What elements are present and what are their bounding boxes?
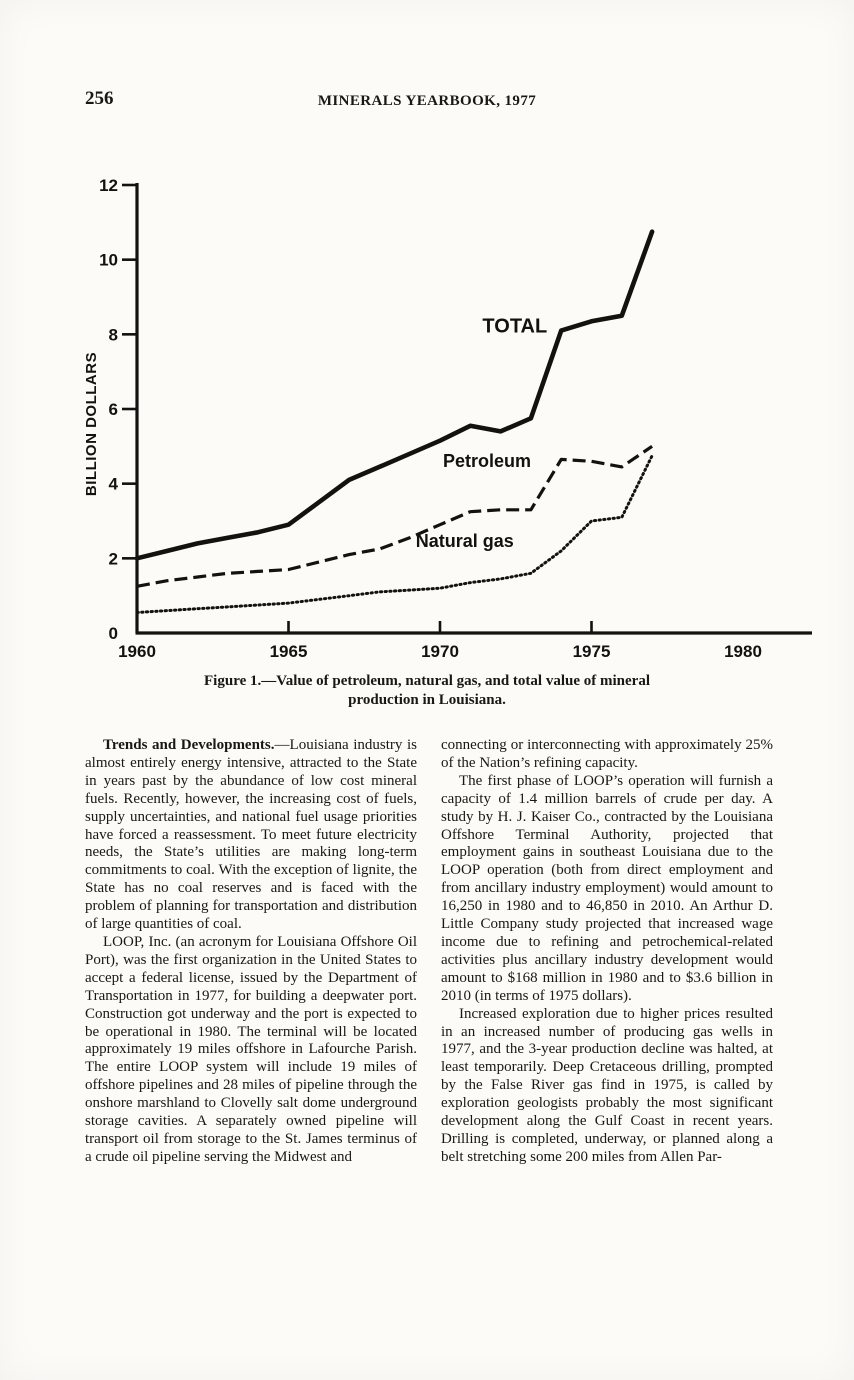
paragraph-trends: Trends and Developments.—Louisiana indus… bbox=[85, 737, 417, 934]
series-line-petroleum bbox=[136, 444, 653, 588]
paragraph-continuation: connecting or interconnecting with appro… bbox=[441, 737, 773, 771]
right-column: connecting or interconnecting with appro… bbox=[441, 737, 773, 1167]
body-text: Trends and Developments.—Louisiana indus… bbox=[85, 737, 773, 1167]
page-number: 256 bbox=[85, 88, 114, 109]
series-line-natural-gas bbox=[135, 454, 654, 614]
figure-caption-line-1: Figure 1.—Value of petroleum, natural ga… bbox=[204, 673, 650, 689]
series-label: Petroleum bbox=[443, 451, 531, 471]
x-tick-label: 1970 bbox=[421, 642, 459, 661]
y-tick-label: 12 bbox=[99, 176, 118, 195]
x-tick-label: 1980 bbox=[724, 642, 762, 661]
y-tick-label: 10 bbox=[99, 251, 118, 270]
y-tick-label: 0 bbox=[109, 624, 118, 643]
figure-caption-line-2: production in Louisiana. bbox=[348, 691, 506, 708]
figure-1-chart: 0 2 4 6 8 10 12 1960 1965 1970 1975 1980 BILLION DOL… bbox=[70, 160, 840, 680]
x-tick-label: 1975 bbox=[573, 642, 611, 661]
paragraph-first-phase: The first phase of LOOP’s operation will… bbox=[441, 772, 773, 1004]
x-tick-label: 1965 bbox=[270, 642, 308, 661]
y-axis-title: BILLION DOLLARS bbox=[83, 352, 100, 496]
paragraph-loop: LOOP, Inc. (an acronym for Louisiana Off… bbox=[85, 933, 417, 1165]
paragraph-exploration: Increased exploration due to higher pric… bbox=[441, 1005, 773, 1165]
series-label: Natural gas bbox=[416, 531, 514, 551]
series-line-total bbox=[134, 229, 655, 561]
paragraph-text: —Louisiana industry is almost entirely e… bbox=[85, 737, 417, 933]
left-column: Trends and Developments.—Louisiana indus… bbox=[85, 737, 417, 1167]
figure-caption: Figure 1.—Value of petroleum, natural ga… bbox=[0, 672, 854, 709]
x-tick-label: 1960 bbox=[118, 642, 156, 661]
y-tick-label: 8 bbox=[109, 325, 118, 344]
y-tick-label: 6 bbox=[109, 400, 118, 419]
y-tick-label: 4 bbox=[109, 475, 119, 494]
y-tick-label: 2 bbox=[109, 549, 118, 568]
paragraph-lead: Trends and Developments. bbox=[103, 737, 275, 753]
series-label: TOTAL bbox=[482, 315, 547, 337]
running-title: MINERALS YEARBOOK, 1977 bbox=[317, 93, 537, 109]
figure-chart-svg: 0 2 4 6 8 10 12 1960 1965 1970 1975 1980 BILLION DOL… bbox=[83, 176, 812, 661]
